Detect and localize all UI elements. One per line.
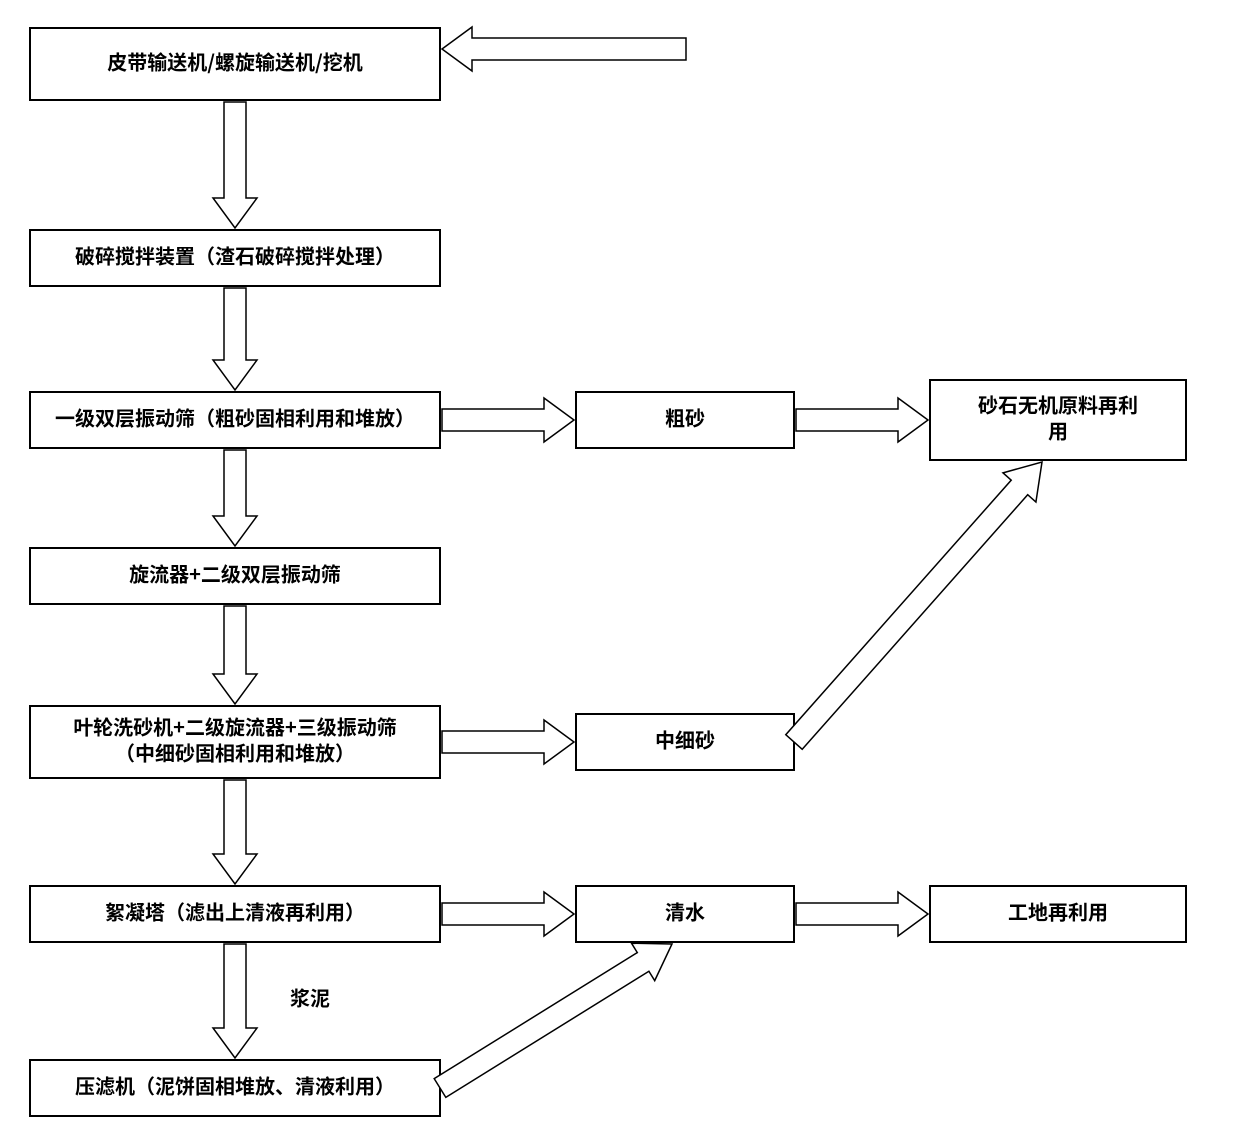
node-label-n1-0: 皮带输送机/螺旋输送机/挖机: [107, 46, 362, 75]
edge-label-6: 浆泥: [290, 982, 330, 1011]
node-label-m2-0: 中细砂: [655, 724, 715, 753]
node-label-n4-0: 旋流器+二级双层振动筛: [129, 558, 341, 587]
node-label-m3-0: 清水: [665, 896, 705, 925]
node-label-r2-0: 工地再利用: [1008, 896, 1108, 925]
node-label-n3-0: 一级双层振动筛（粗砂固相利用和堆放）: [55, 402, 415, 431]
node-label-r1-1: 用: [1048, 415, 1068, 444]
node-label-n5-0: 叶轮洗砂机+二级旋流器+三级振动筛: [73, 711, 397, 740]
node-label-r1-0: 砂石无机原料再利: [978, 389, 1138, 418]
node-label-n7-0: 压滤机（泥饼固相堆放、清液利用）: [75, 1070, 395, 1099]
node-label-m1-0: 粗砂: [665, 402, 705, 431]
node-label-n5-1: （中细砂固相利用和堆放）: [115, 737, 355, 766]
node-label-n2-0: 破碎搅拌装置（渣石破碎搅拌处理）: [75, 240, 395, 269]
node-label-n6-0: 絮凝塔（滤出上清液再利用）: [105, 896, 365, 925]
